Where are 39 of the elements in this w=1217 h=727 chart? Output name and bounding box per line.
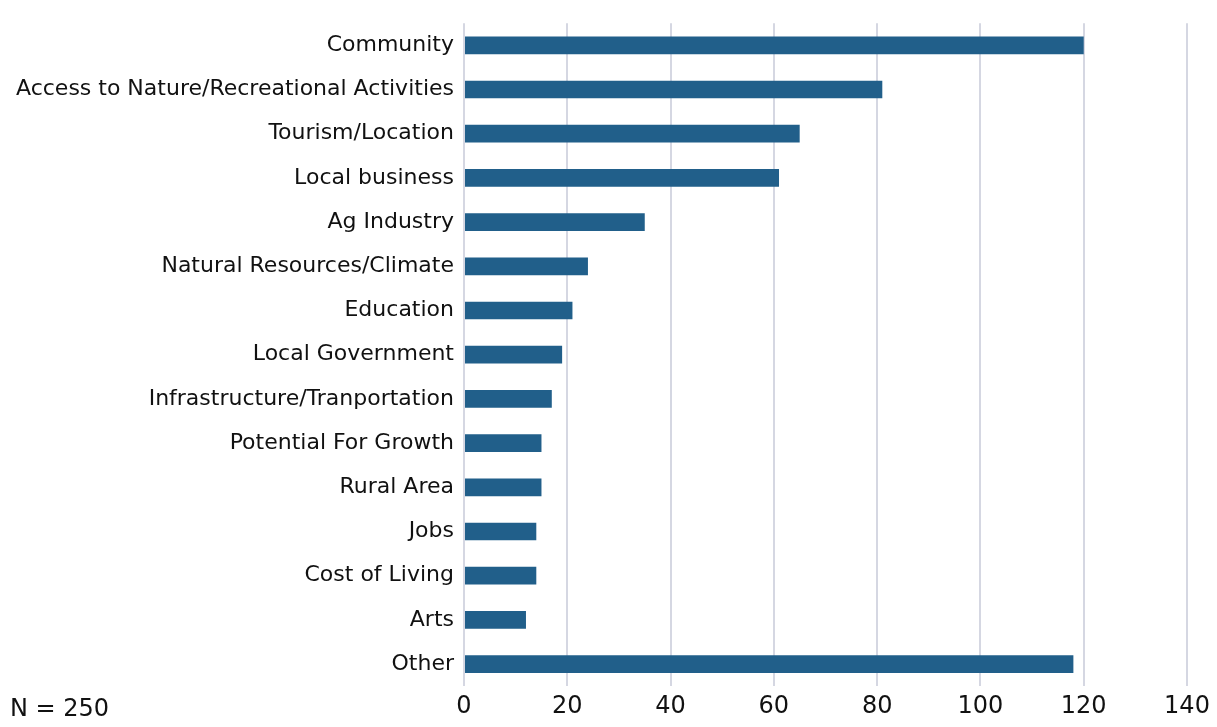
y-tick-label: Arts	[409, 605, 454, 631]
x-tick-label: 100	[957, 690, 1004, 719]
bar	[465, 257, 588, 276]
y-tick-label: Ag Industry	[327, 207, 454, 233]
bar	[465, 213, 645, 231]
x-tick-label: 80	[861, 690, 893, 719]
text: N = 250	[10, 694, 110, 723]
y-tick-label: Rural Area	[339, 473, 454, 499]
y-tick-label: Community	[326, 31, 454, 57]
y-tick-label: Local business	[294, 163, 454, 189]
y-tick-label: Cost of Living	[304, 561, 454, 587]
bar	[465, 80, 883, 99]
y-tick-label: Education	[344, 296, 454, 322]
y-tick-label: Local Government	[252, 340, 455, 366]
bar	[465, 434, 542, 452]
bar	[465, 169, 780, 187]
bar	[465, 390, 552, 408]
y-tick-label: Infrastructure/Tranportation	[148, 384, 454, 410]
y-tick-label: Jobs	[406, 517, 454, 543]
x-tick-label: 60	[758, 690, 790, 719]
y-tick-label: Other	[391, 649, 455, 675]
y-tick-label: Access to Nature/Recreational Activities	[15, 75, 454, 101]
y-tick-label: Tourism/Location	[267, 119, 454, 145]
y-tick-label: Natural Resources/Climate	[161, 252, 454, 278]
bar	[465, 655, 1074, 673]
bar	[465, 566, 537, 585]
x-tick-label: 40	[655, 690, 686, 719]
bar	[465, 478, 542, 497]
bar	[465, 611, 526, 629]
bar	[465, 36, 1084, 55]
bar	[465, 345, 563, 364]
bar	[465, 124, 800, 143]
x-tick-label: 140	[1164, 690, 1210, 719]
bar	[465, 522, 537, 541]
y-tick-label: Potential For Growth	[229, 428, 454, 454]
x-tick-label: 20	[552, 690, 583, 719]
x-tick-label: 0	[456, 690, 472, 719]
x-tick-label: 120	[1060, 690, 1107, 719]
bar	[465, 301, 573, 320]
